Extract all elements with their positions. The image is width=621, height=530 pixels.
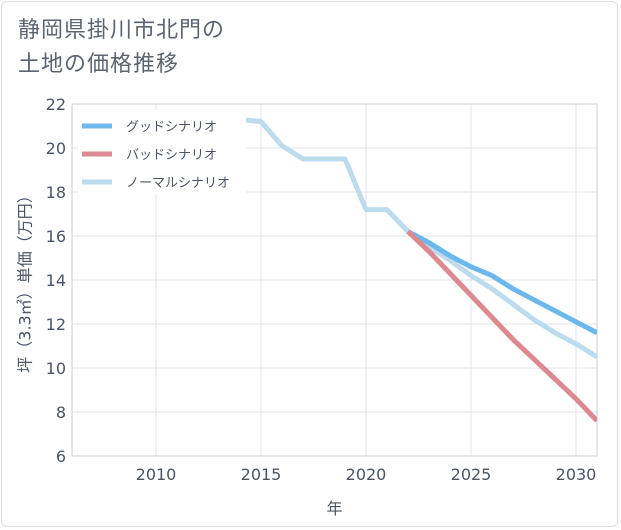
y-tick-label: 18 bbox=[46, 183, 66, 202]
y-axis-label: 坪（3.3㎡）単価（万円） bbox=[16, 187, 35, 372]
series-line-bad bbox=[406, 229, 597, 423]
chart-title: 静岡県掛川市北門の 土地の価格推移 bbox=[18, 14, 225, 82]
legend-label: バッドシナリオ bbox=[126, 148, 217, 163]
y-tick-label: 22 bbox=[46, 95, 66, 114]
y-tick-label: 20 bbox=[46, 139, 66, 158]
series-line-good bbox=[406, 229, 597, 336]
y-tick-label: 10 bbox=[46, 359, 66, 378]
y-tick-label: 6 bbox=[56, 447, 66, 466]
legend-label: グッドシナリオ bbox=[126, 120, 217, 135]
y-tick-label: 12 bbox=[46, 315, 66, 334]
x-axis-label: 年 bbox=[326, 499, 342, 518]
x-tick-label: 2030 bbox=[556, 465, 597, 484]
x-axis-ticks: 2010 2015 2020 2025 2030 bbox=[136, 465, 597, 484]
y-tick-label: 8 bbox=[56, 403, 66, 422]
chart-title-line1: 静岡県掛川市北門の bbox=[18, 18, 226, 43]
x-tick-label: 2015 bbox=[241, 465, 282, 484]
y-tick-label: 14 bbox=[46, 271, 66, 290]
y-axis-ticks: 6 8 10 12 14 16 18 20 22 bbox=[46, 95, 66, 466]
chart-title-line2: 土地の価格推移 bbox=[18, 52, 180, 77]
legend-label: ノーマルシナリオ bbox=[126, 176, 230, 191]
y-tick-label: 16 bbox=[46, 227, 66, 246]
x-tick-label: 2010 bbox=[136, 465, 177, 484]
plot-area bbox=[71, 103, 598, 457]
x-tick-label: 2025 bbox=[451, 465, 492, 484]
x-tick-label: 2020 bbox=[346, 465, 387, 484]
